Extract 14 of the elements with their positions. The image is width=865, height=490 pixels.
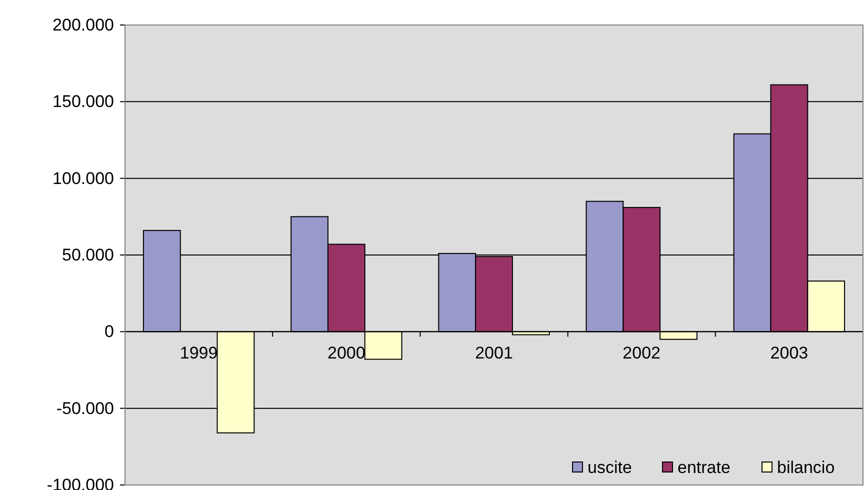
x-tick-label: 2001 [475,344,513,363]
y-tick-label: 150.000 [52,92,114,112]
x-tick-label: 2003 [770,344,808,363]
legend-label: bilancio [777,458,835,477]
y-tick-label: -50.000 [56,398,114,418]
x-tick-label: 2002 [622,344,661,363]
y-tick-label: 0 [104,322,114,342]
x-tick-label: 1999 [180,344,218,363]
y-tick-label: 50.000 [62,245,114,264]
legend-label: entrate [678,458,730,477]
legend-label: uscite [588,458,632,477]
y-tick-label: 100.000 [52,168,114,188]
y-tick-label: 200.000 [52,15,114,34]
x-tick-label: 2000 [327,344,366,363]
